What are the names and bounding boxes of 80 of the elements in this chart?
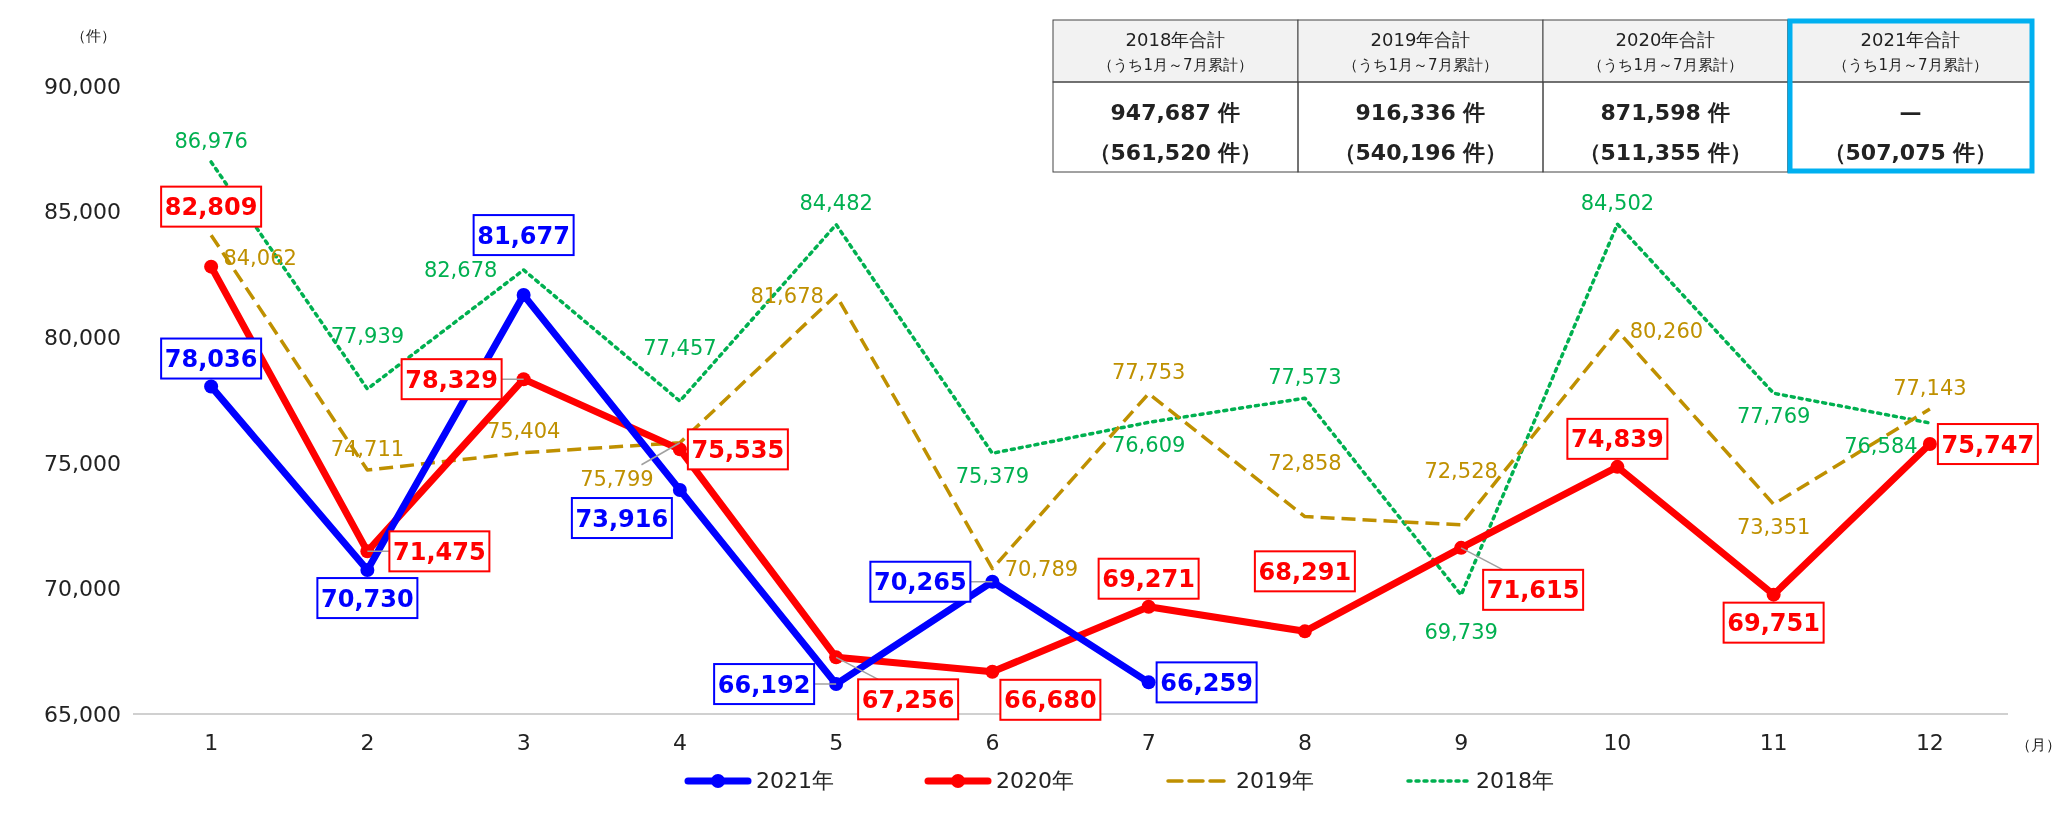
y-tick-label: 85,000: [44, 199, 121, 225]
x-tick-label: 2: [360, 730, 375, 755]
data-label: 72,528: [1424, 459, 1498, 484]
text: （うち1月～7月累計）: [1098, 56, 1253, 74]
data-label: 70,730: [321, 584, 414, 613]
x-tick-label: 4: [672, 730, 687, 755]
data-label: 71,615: [1486, 576, 1580, 605]
data-label: 69,271: [1102, 565, 1195, 594]
x-tick-label: 10: [1603, 730, 1632, 755]
annotation: 871,598 件: [1600, 100, 1731, 125]
data-label: 77,573: [1268, 364, 1342, 389]
x-tick-label: 6: [985, 730, 1000, 755]
data-label: 75,379: [955, 463, 1030, 488]
data-label: 75,535: [691, 436, 785, 464]
data-label: 69,751: [1727, 609, 1820, 638]
data-label: 73,351: [1736, 514, 1811, 539]
data-label: 77,939: [330, 323, 405, 348]
x-tick-label: 7: [1141, 730, 1156, 755]
y-tick-label: 65,000: [44, 701, 121, 727]
data-label: 84,482: [799, 191, 873, 216]
data-label: 77,753: [1111, 360, 1186, 385]
annotation: —: [1899, 100, 1922, 125]
x-tick-label: 1: [204, 730, 219, 755]
data-label: 75,747: [1941, 430, 2035, 459]
x-tick-label: 9: [1454, 730, 1469, 755]
data-label: 72,858: [1268, 451, 1342, 476]
legend-label: 2020年: [996, 768, 1074, 793]
data-label: 74,839: [1571, 425, 1664, 454]
data-label: 67,256: [861, 685, 955, 714]
x-tick-label: 12: [1915, 730, 1944, 755]
annotation: （511,355 件）: [1578, 140, 1753, 165]
y-tick-label: 90,000: [44, 73, 121, 99]
data-label: 69,739: [1424, 619, 1498, 644]
data-label: 76,609: [1111, 432, 1186, 457]
data-label: 73,916: [575, 504, 669, 533]
annotation: （540,196 件）: [1333, 140, 1508, 165]
text: 2020年合計: [1615, 29, 1716, 50]
y-tick-label: 80,000: [44, 324, 121, 350]
annotation: 947,687 件: [1110, 100, 1241, 125]
legend-label: 2019年: [1236, 768, 1314, 793]
data-label: 82,809: [164, 193, 258, 222]
legend-label: 2018年: [1476, 768, 1554, 793]
data-label: 66,680: [1004, 686, 1097, 715]
text: （うち1月～7月累計）: [1833, 56, 1988, 74]
data-label: 70,789: [1004, 557, 1079, 582]
data-label: 70,265: [874, 568, 967, 597]
data-label: 80,260: [1629, 319, 1704, 344]
text: 2021年合計: [1860, 29, 1961, 50]
x-tick-label: 11: [1759, 730, 1788, 755]
data-label: 71,475: [393, 537, 486, 566]
data-label: 82,678: [423, 258, 498, 283]
data-label: 66,259: [1160, 669, 1253, 698]
data-label: 66,192: [717, 670, 811, 699]
data-label: 78,329: [405, 365, 498, 394]
text: 2018年合計: [1125, 29, 1226, 50]
y-tick-label: 75,000: [44, 450, 121, 476]
data-label: 78,036: [164, 345, 258, 374]
data-label: 86,976: [174, 128, 248, 153]
x-axis-title: （月）: [2015, 736, 2060, 754]
data-label: 77,457: [643, 335, 717, 360]
data-label: 77,143: [1893, 375, 1967, 400]
legend-label: 2021年: [756, 768, 834, 793]
data-label: 81,677: [477, 221, 570, 250]
text: （うち1月～7月累計）: [1343, 56, 1498, 74]
data-label: 84,502: [1580, 190, 1655, 215]
data-label: 68,291: [1258, 557, 1352, 586]
annotation: （561,520 件）: [1088, 140, 1263, 165]
data-label: 77,769: [1736, 403, 1811, 428]
x-tick-label: 5: [829, 730, 844, 755]
data-label: 75,799: [580, 467, 654, 492]
data-label: 75,404: [486, 419, 561, 444]
data-label: 76,584: [1844, 433, 1918, 458]
x-tick-label: 8: [1297, 730, 1312, 755]
annotation: （507,075 件）: [1823, 140, 1998, 165]
x-tick-label: 3: [516, 730, 531, 755]
y-axis-title: （件）: [70, 27, 116, 45]
annotation: 916,336 件: [1355, 100, 1486, 125]
text: （うち1月～7月累計）: [1588, 56, 1743, 74]
text: 2019年合計: [1370, 29, 1471, 50]
y-tick-label: 70,000: [44, 576, 121, 602]
